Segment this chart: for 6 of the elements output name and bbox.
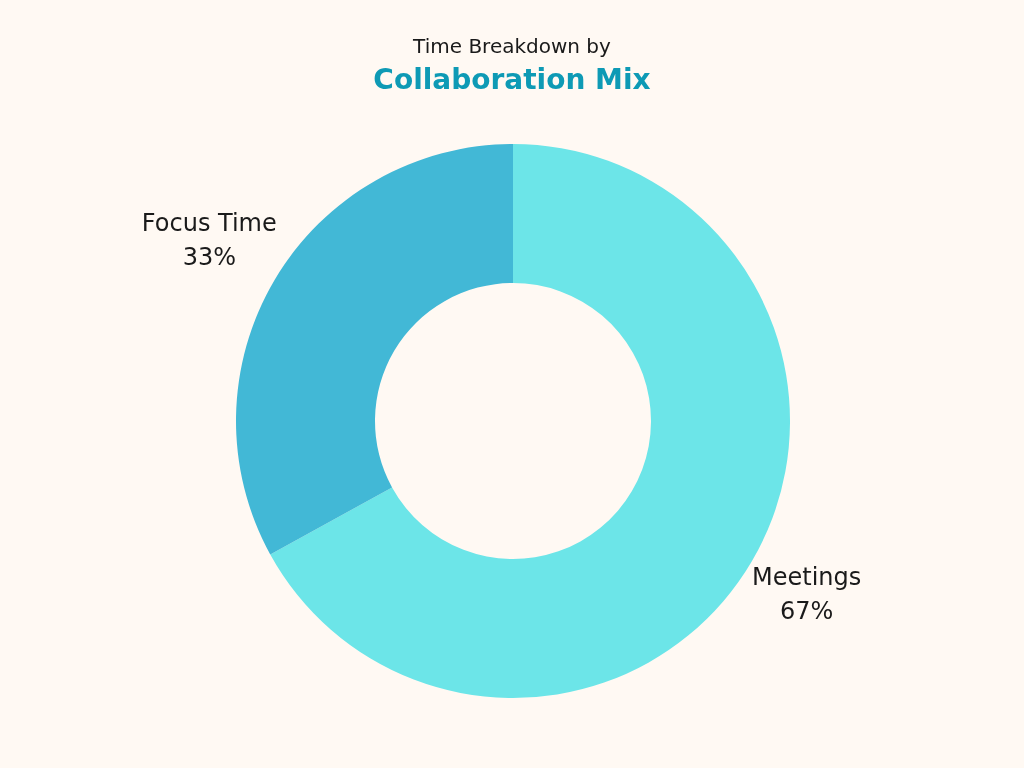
data-label: 33% [182,243,236,272]
slice-label: Focus Time [141,209,277,238]
chart-title: Collaboration Mix [373,63,651,96]
chart-subtitle: Time Breakdown by [412,34,612,58]
data-label: 67% [780,596,834,625]
slice-label: Meetings [752,562,862,591]
